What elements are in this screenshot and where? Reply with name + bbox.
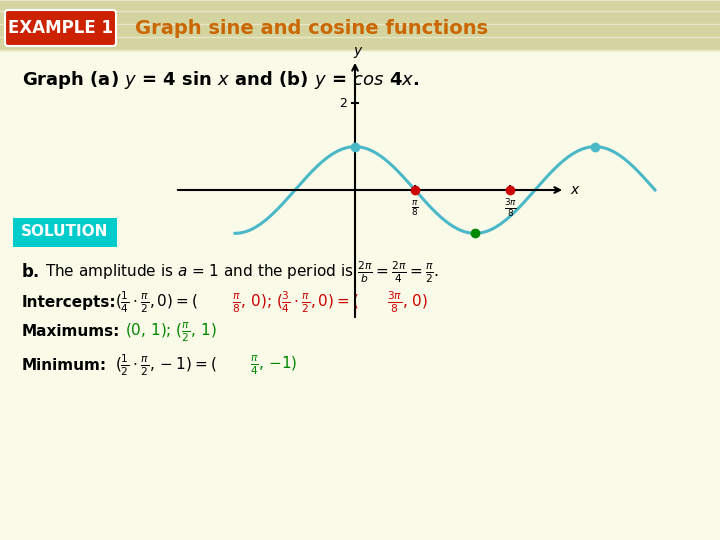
Text: $\frac{\pi}{8}$: $\frac{\pi}{8}$ (411, 198, 419, 218)
Text: 2: 2 (339, 97, 347, 110)
FancyBboxPatch shape (5, 10, 116, 46)
Text: Graph (a) $y$ = 4 sin $x$ and (b) $y$ = $cos$ 4$x$.: Graph (a) $y$ = 4 sin $x$ and (b) $y$ = … (22, 69, 419, 91)
Text: EXAMPLE 1: EXAMPLE 1 (7, 19, 112, 37)
Text: SOLUTION: SOLUTION (22, 225, 109, 240)
Text: Minimum:: Minimum: (22, 357, 107, 373)
Bar (0, 0, 720, 50)
Text: Graph sine and cosine functions: Graph sine and cosine functions (135, 18, 488, 37)
Text: $\frac{\pi}{8}$, 0); $(\frac{3}{4} \cdot \frac{\pi}{2}, 0) = ($: $\frac{\pi}{8}$, 0); $(\frac{3}{4} \cdot… (232, 289, 359, 315)
Text: $x$: $x$ (570, 183, 581, 197)
Text: $\frac{\pi}{4}$, $-1$): $\frac{\pi}{4}$, $-1$) (250, 353, 297, 377)
Text: Maximums:: Maximums: (22, 325, 120, 340)
Text: $\frac{3\pi}{8}$: $\frac{3\pi}{8}$ (503, 197, 516, 219)
Text: The amplitude is $a$ = 1 and the period is $\frac{2\pi}{b}=\frac{2\pi}{4}=\frac{: The amplitude is $a$ = 1 and the period … (45, 259, 439, 285)
Text: $\frac{3\pi}{8}$, 0): $\frac{3\pi}{8}$, 0) (387, 289, 428, 315)
Text: $(\frac{1}{4} \cdot \frac{\pi}{2}, 0) = ($: $(\frac{1}{4} \cdot \frac{\pi}{2}, 0) = … (115, 289, 198, 315)
Text: $y$: $y$ (353, 45, 364, 60)
FancyBboxPatch shape (13, 218, 117, 247)
Text: b.: b. (22, 263, 40, 281)
Text: Intercepts:: Intercepts: (22, 294, 117, 309)
Text: $(\frac{1}{2} \cdot \frac{\pi}{2}, -1) = ($: $(\frac{1}{2} \cdot \frac{\pi}{2}, -1) =… (115, 352, 217, 378)
Text: (0, 1); $(\frac{\pi}{2}$, 1): (0, 1); $(\frac{\pi}{2}$, 1) (125, 320, 217, 344)
